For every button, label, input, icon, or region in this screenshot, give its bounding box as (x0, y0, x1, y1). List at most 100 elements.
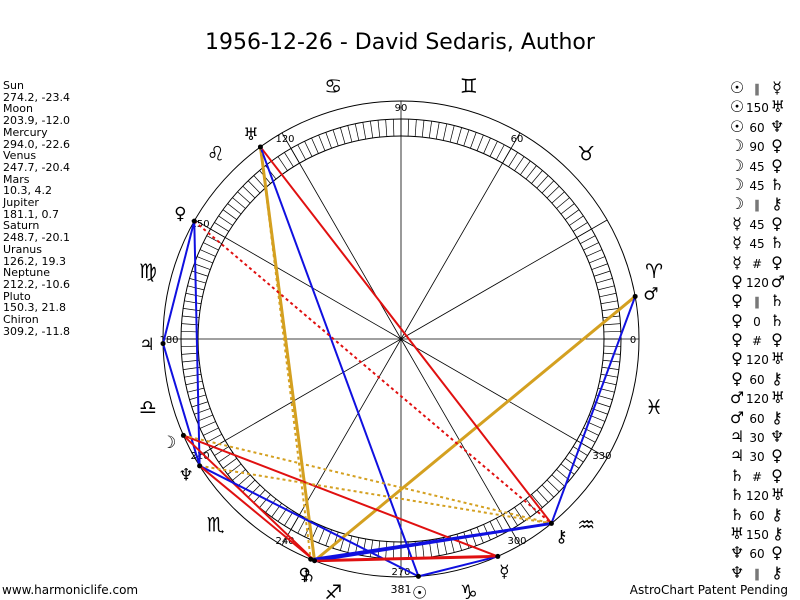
aspect-angle: 150 (746, 527, 769, 542)
zodiac-sign-glyph: ♓ (645, 395, 663, 419)
degree-tick (222, 458, 237, 469)
degree-tick (583, 242, 599, 251)
degree-tick (541, 180, 555, 194)
degree-tick (556, 197, 570, 209)
degree-tick (600, 300, 618, 305)
spoke (281, 132, 402, 340)
planet-coords-chiron: 309.2, -11.8 (3, 324, 70, 338)
aspect-planet-a-glyph: ☉ (729, 116, 745, 136)
aspect-row: ♆ ∥ ⚷ (728, 563, 787, 582)
aspect-planet-b-glyph: ♀ (771, 446, 783, 466)
degree-tick (600, 373, 618, 378)
footer-website[interactable]: www.harmoniclife.com (2, 583, 139, 597)
degree-tick (218, 215, 233, 226)
degree-tick (421, 120, 425, 138)
degree-tick (536, 489, 549, 503)
degree-tick (237, 474, 251, 487)
planet-name-venus: Venus (3, 149, 37, 163)
planet-coords-uranus: 126.2, 19.3 (3, 254, 66, 268)
degree-tick (227, 463, 242, 475)
degree-label: 180 (159, 335, 178, 346)
degree-tick (203, 242, 219, 251)
degree-tick (253, 175, 266, 189)
degree-tick (495, 144, 505, 160)
spoke (400, 132, 521, 340)
degree-tick (277, 156, 288, 171)
degree-tick (318, 527, 326, 544)
aspect-planet-a-glyph: ♄ (729, 485, 745, 505)
aspect-planet-b-glyph: ⚷ (771, 504, 783, 524)
degree-tick (508, 152, 518, 168)
planet-glyph-moon: ☽ (161, 433, 176, 453)
aspect-planet-a-glyph: ♀ (731, 349, 743, 369)
aspect-line-saturn-neptune (198, 465, 316, 562)
aspect-row: ♂ 120 ♅ (728, 388, 787, 407)
degree-tick (456, 127, 462, 144)
degree-tick (304, 141, 313, 157)
zodiac-sign-glyph: ♍ (139, 259, 157, 283)
aspect-planet-b-glyph: ♄ (769, 291, 785, 311)
aspect-angle: 120 (746, 392, 769, 407)
aspect-row: ☿ 45 ♄ (728, 233, 787, 252)
aspect-row: ☿ 45 ♀ (728, 214, 787, 233)
degree-tick (489, 521, 498, 537)
degree-tick (196, 256, 213, 264)
degree-tick (580, 235, 596, 245)
planet-name-neptune: Neptune (3, 266, 51, 280)
planet-name-mercury: Mercury (3, 125, 48, 139)
planet-name-pluto: Pluto (3, 289, 31, 303)
degree-label: 120 (275, 134, 294, 145)
aspect-planet-a-glyph: ♆ (729, 562, 745, 582)
planet-glyph-neptune: ♆ (178, 465, 193, 485)
degree-tick (247, 484, 261, 498)
sign-division-spokes (163, 101, 639, 577)
aspect-lines (162, 146, 637, 578)
planet-coords-mars: 10.3, 4.2 (3, 184, 52, 198)
aspect-row: ♀ 0 ♄ (728, 311, 787, 330)
degree-tick (489, 141, 498, 157)
degree-tick (347, 125, 353, 143)
degree-tick (181, 345, 199, 348)
degree-tick (551, 191, 565, 204)
aspect-planet-a-glyph: ♀ (731, 291, 743, 311)
aspect-planet-a-glyph: ♂ (729, 388, 745, 408)
aspect-line-uranus-sun (259, 146, 420, 577)
degree-tick (546, 185, 560, 199)
aspect-planet-b-glyph: ⚷ (772, 523, 784, 543)
degree-tick (325, 132, 332, 149)
aspect-planet-b-glyph: ♀ (771, 543, 783, 563)
aspect-row: ☉ ∥ ☿ (728, 78, 787, 97)
aspect-row: ♆ 60 ♀ (728, 543, 787, 562)
degree-tick (593, 270, 611, 277)
degree-tick (354, 123, 360, 141)
degree-tick (232, 469, 246, 481)
aspect-planet-b-glyph: ♅ (770, 349, 786, 369)
aspect-row: ♀ 120 ♅ (728, 349, 787, 368)
degree-tick (551, 474, 565, 487)
aspect-row: ♃ 30 ♀ (728, 446, 787, 465)
aspect-line-pluto-jupiter (162, 220, 196, 344)
planet-name-jupiter: Jupiter (3, 196, 39, 210)
planet-point-neptune (197, 463, 203, 469)
planet-coords-neptune: 212.2, -10.6 (3, 277, 70, 291)
aspect-planet-a-glyph: ♀ (731, 368, 743, 388)
degree-tick (362, 122, 367, 140)
degree-tick (370, 539, 374, 557)
zodiac-sign-glyph: ♐ (324, 580, 342, 600)
aspect-angle: # (751, 256, 763, 271)
aspect-angle: 45 (749, 217, 765, 232)
aspect-line-moon-mercury (183, 434, 499, 558)
degree-tick (247, 180, 261, 194)
aspect-planet-a-glyph: ♄ (729, 504, 745, 524)
planet-point-saturn (312, 558, 318, 564)
planet-coords-sun: 274.2, -23.4 (3, 90, 70, 104)
degree-tick (520, 503, 531, 518)
planet-point-chiron (548, 520, 554, 526)
degree-tick (463, 129, 470, 147)
aspect-line-pluto-chiron (193, 220, 553, 525)
aspect-angle: 60 (749, 120, 765, 135)
degree-tick (318, 134, 326, 151)
degree-tick (580, 433, 596, 443)
degree-tick (435, 122, 440, 140)
